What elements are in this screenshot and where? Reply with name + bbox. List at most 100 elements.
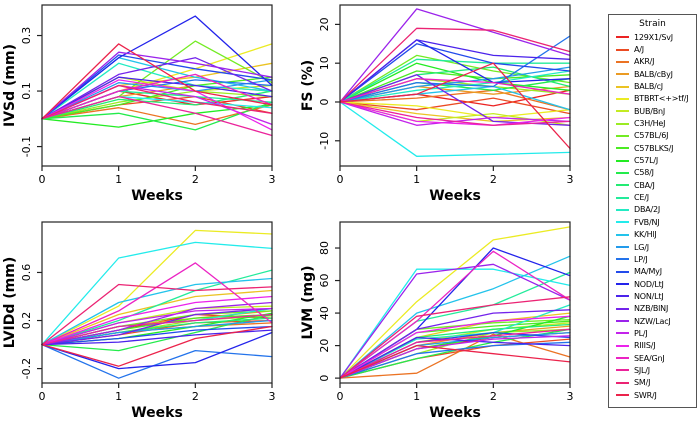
legend-item-label: C57BL/6J (634, 131, 669, 141)
series-line (339, 78, 571, 103)
series-line (41, 79, 273, 131)
plot-box (41, 221, 273, 384)
legend-item-label: C57L/J (634, 156, 659, 166)
legend-swatch-icon (616, 258, 629, 261)
legend-item: C58/J (609, 167, 696, 179)
legend-swatch-icon (616, 48, 629, 51)
series-line (339, 263, 571, 379)
x-axis-title: Weeks (429, 405, 481, 421)
series-line (339, 35, 571, 103)
y-tick-label: 0.6 (20, 264, 33, 282)
series-line (41, 283, 273, 346)
series-line (41, 15, 273, 120)
legend-swatch-icon (616, 344, 629, 347)
legend-item: A/J (609, 43, 696, 55)
y-tick-label: 10 (318, 56, 331, 70)
series-line (339, 27, 571, 103)
legend-item: AKR/J (609, 56, 696, 68)
series-line (339, 309, 571, 379)
legend-item-label: SJL/J (634, 365, 650, 375)
legend-swatch-icon (616, 36, 629, 39)
legend-item: LG/J (609, 241, 696, 253)
legend-item-label: CE/J (634, 193, 649, 203)
legend-swatch-icon (616, 171, 629, 174)
series-line (339, 344, 571, 379)
legend-swatch-icon (616, 85, 629, 88)
y-tick-label: -10 (318, 132, 331, 150)
legend-swatch-icon (616, 332, 629, 335)
legend-item-label: BALB/cJ (634, 82, 663, 92)
series-line (41, 277, 273, 346)
x-tick-label: 2 (192, 390, 199, 403)
x-tick-label: 1 (413, 173, 420, 186)
x-tick-label: 3 (567, 390, 574, 403)
legend-swatch-icon (616, 134, 629, 137)
legend-item-label: RIIIS/J (634, 341, 656, 351)
legend-item-label: PL/J (634, 328, 648, 338)
legend-item: KK/HlJ (609, 229, 696, 241)
series-line (41, 95, 273, 137)
legend-item-label: DBA/2J (634, 205, 661, 215)
legend-item-label: NZW/LacJ (634, 316, 671, 326)
legend-title: Strain (639, 19, 666, 29)
legend-item-label: NON/LtJ (634, 291, 664, 301)
legend-item: SM/J (609, 377, 696, 389)
legend-item: DBA/2J (609, 204, 696, 216)
legend-item: BALB/cByJ (609, 68, 696, 80)
series-line (339, 70, 571, 103)
series-line (41, 325, 273, 367)
legend-item: SJL/J (609, 364, 696, 376)
legend-swatch-icon (616, 270, 629, 273)
legend-item: C57L/J (609, 154, 696, 166)
series-line (41, 104, 273, 126)
series-line (339, 250, 571, 379)
series-line (339, 8, 571, 103)
y-tick-label: 20 (318, 339, 331, 353)
series-line (41, 331, 273, 370)
legend-item: BTBRT<+>tf/J (609, 93, 696, 105)
legend-item: C57BLKS/J (609, 142, 696, 154)
legend-swatch-icon (616, 307, 629, 310)
legend-swatch-icon (616, 60, 629, 63)
legend-swatch-icon (616, 184, 629, 187)
chart-panel-lvidd: -0.2 0.2 0.6 0 1 2 3 LVIDd (mm) Weeks (0, 217, 298, 434)
y-tick-label: 0.1 (20, 82, 33, 100)
series-line (339, 336, 571, 379)
y-axis-title: FS (%) (300, 60, 316, 111)
legend-swatch-icon (616, 196, 629, 199)
y-axis-title: LVIDd (mm) (2, 257, 18, 349)
legend-item-label: NOD/LtJ (634, 279, 664, 289)
legend-item: RIIIS/J (609, 340, 696, 352)
series-line (41, 76, 273, 120)
x-tick-label: 0 (39, 173, 46, 186)
series-line (339, 333, 571, 379)
chart-panel-fs: -10 0 10 20 0 1 2 3 FS (%) Weeks (298, 0, 596, 217)
legend-item-label: 129X1/SvJ (634, 32, 673, 42)
chart-panel-lvm: 0 20 40 60 80 0 1 2 3 LVM (mg) Weeks (298, 217, 596, 434)
chart-fs: -10 0 10 20 0 1 2 3 FS (%) Weeks (300, 4, 574, 204)
series-line (339, 43, 571, 103)
y-tick-label: 20 (318, 17, 331, 31)
legend-item: CBA/J (609, 179, 696, 191)
legend-item: BUB/BnJ (609, 105, 696, 117)
legend-item-label: C58/J (634, 168, 654, 178)
legend-swatch-icon (616, 233, 629, 236)
series-line (339, 328, 571, 379)
legend-item-label: C3H/HeJ (634, 119, 666, 129)
series-line (41, 90, 273, 120)
x-tick-label: 3 (269, 173, 276, 186)
legend-item-label: KK/HlJ (634, 230, 657, 240)
y-tick-label: 0.2 (20, 312, 33, 330)
legend-swatch-icon (616, 208, 629, 211)
series-line (41, 101, 273, 131)
x-tick-label: 0 (39, 390, 46, 403)
legend-item: FVB/NJ (609, 216, 696, 228)
legend-swatch-icon (616, 122, 629, 125)
series-line (339, 66, 571, 103)
y-tick-label: 0.3 (20, 27, 33, 45)
legend-item-label: MA/MyJ (634, 267, 662, 277)
legend-item-label: BTBRT<+>tf/J (634, 94, 689, 104)
legend-item: SEA/GnJ (609, 352, 696, 364)
series-line (41, 79, 273, 120)
series-line (41, 295, 273, 346)
